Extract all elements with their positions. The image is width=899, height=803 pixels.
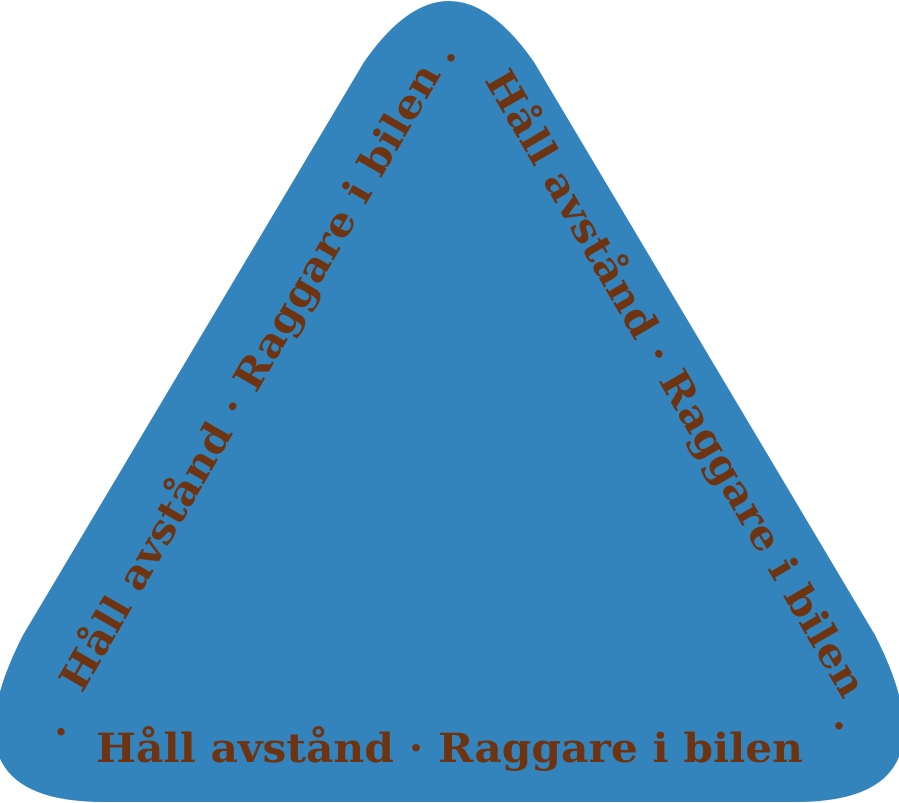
separator-dot-bottom-right: ·	[832, 703, 846, 750]
separator-dot-top: ·	[444, 35, 458, 82]
bottom-edge-label: Håll avstånd · Raggare i bilen	[96, 725, 803, 772]
separator-dot-bottom-left: ·	[54, 709, 68, 756]
